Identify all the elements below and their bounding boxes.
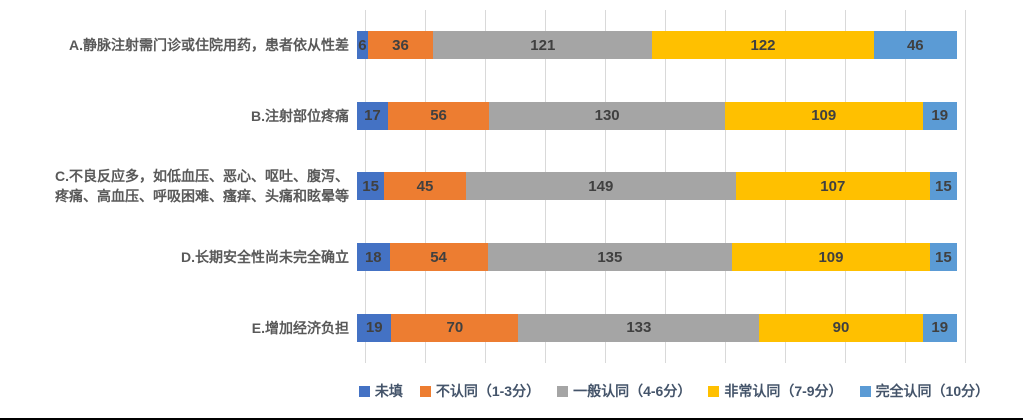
bar-segment: 18	[357, 243, 390, 272]
data-label: 133	[626, 319, 652, 337]
bar-segment: 130	[489, 101, 725, 130]
bar-segment: 109	[724, 101, 923, 130]
chart-row: A.静脉注射需门诊或住院用药，患者依从性差 6 36 121 122 46	[0, 10, 965, 81]
bar-segment: 6	[357, 31, 368, 60]
bar-segment: 107	[735, 172, 930, 201]
bar-segment: 109	[732, 243, 930, 272]
data-label: 18	[364, 248, 382, 266]
bar-track: 18 54 135 109 15	[357, 243, 957, 272]
bar-segment: 15	[357, 172, 385, 201]
bar-segment: 15	[929, 243, 957, 272]
legend-label: 不认同（1-3分）	[435, 383, 541, 399]
bar-segment: 45	[384, 172, 466, 201]
data-label: 122	[750, 36, 776, 54]
data-label: 149	[588, 177, 614, 195]
legend-label: 一般认同（4-6分）	[573, 383, 692, 399]
legend-swatch-icon	[708, 385, 720, 397]
bar-track: 6 36 121 122 46	[357, 31, 957, 60]
data-label: 54	[430, 248, 447, 266]
data-label: 46	[906, 36, 924, 54]
bar-segment: 56	[387, 101, 490, 130]
data-label: 19	[931, 319, 949, 337]
legend-item: 非常认同（7-9分）	[708, 381, 843, 401]
data-label: 17	[364, 107, 381, 125]
data-label: 15	[935, 248, 952, 266]
data-label: 45	[416, 177, 434, 195]
bar-track: 17 56 130 109 19	[357, 101, 957, 130]
data-label: 121	[530, 36, 556, 54]
data-label: 36	[392, 36, 409, 54]
legend-swatch-icon	[358, 385, 370, 397]
bar-segment: 133	[518, 313, 760, 342]
gridline	[965, 10, 966, 363]
bar-segment: 54	[389, 243, 488, 272]
chart-legend: 未填 不认同（1-3分） 一般认同（4-6分） 非常认同（7-9分） 完全认同（10分）	[328, 381, 1020, 401]
chart-row: E.增加经济负担 19 70 133 90 19	[0, 292, 965, 363]
chart-row: D.长期安全性尚未完全确立 18 54 135 109 15	[0, 222, 965, 293]
legend-swatch-icon	[859, 385, 871, 397]
legend-label: 未填	[374, 383, 403, 399]
category-label: A.静脉注射需门诊或住院用药，患者依从性差	[69, 37, 349, 54]
data-label: 19	[931, 107, 949, 125]
category-label: D.长期安全性尚未完全确立	[181, 248, 349, 265]
data-label: 15	[935, 177, 952, 195]
legend-label: 非常认同（7-9分）	[724, 383, 843, 399]
data-label: 109	[811, 107, 837, 125]
data-label: 130	[594, 107, 620, 125]
data-label: 56	[430, 107, 447, 125]
bar-segment: 36	[367, 31, 434, 60]
bar-segment: 149	[465, 172, 736, 201]
bar-segment: 122	[652, 31, 874, 60]
data-label: 109	[818, 248, 844, 266]
plot-area: A.静脉注射需门诊或住院用药，患者依从性差 6 36 121 122 46 B.注射部位疼痛…	[0, 10, 965, 363]
legend-swatch-icon	[419, 385, 431, 397]
bar-segment: 17	[357, 101, 388, 130]
data-label: 135	[597, 248, 623, 266]
data-label: 70	[446, 319, 464, 337]
category-label: C.不良反应多，如低血压、恶心、呕吐、腹泻、 疼痛、高血压、呼吸困难、瘙痒、头痛…	[55, 168, 349, 205]
legend-swatch-icon	[557, 385, 569, 397]
chart-row: C.不良反应多，如低血压、恶心、呕吐、腹泻、 疼痛、高血压、呼吸困难、瘙痒、头痛…	[0, 151, 965, 222]
bar-track: 15 45 149 107 15	[357, 172, 957, 201]
bottom-border	[0, 418, 1023, 420]
bar-segment: 15	[929, 172, 957, 201]
bar-segment: 46	[873, 31, 957, 60]
bar-segment: 19	[357, 313, 392, 342]
data-label: 15	[362, 177, 379, 195]
bar-segment: 70	[391, 313, 519, 342]
bar-segment: 19	[922, 101, 957, 130]
bar-segment: 121	[433, 31, 653, 60]
data-label: 90	[832, 319, 850, 337]
legend-label: 完全认同（10分）	[875, 383, 990, 399]
bar-segment: 135	[487, 243, 733, 272]
legend-item: 一般认同（4-6分）	[557, 381, 691, 401]
category-label: B.注射部位疼痛	[251, 107, 349, 124]
legend-item: 完全认同（10分）	[859, 381, 990, 401]
category-label: E.增加经济负担	[251, 319, 349, 336]
bar-segment: 90	[759, 313, 923, 342]
bar-track: 19 70 133 90 19	[357, 313, 957, 342]
legend-item: 不认同（1-3分）	[419, 381, 541, 401]
bar-segment: 19	[922, 313, 957, 342]
data-label: 19	[365, 319, 383, 337]
legend-item: 未填	[358, 381, 403, 401]
data-label: 107	[820, 177, 846, 195]
chart-row: B.注射部位疼痛 17 56 130 109 19	[0, 81, 965, 152]
data-label: 6	[358, 36, 367, 54]
